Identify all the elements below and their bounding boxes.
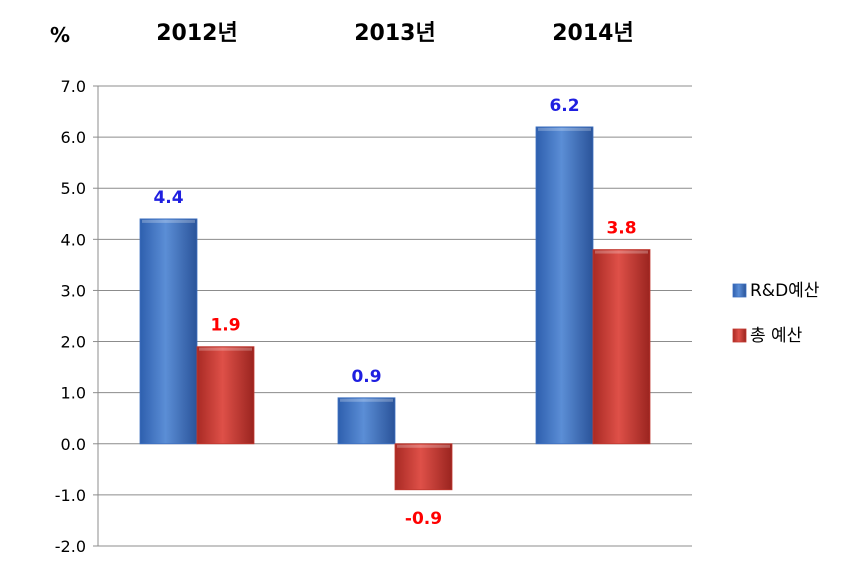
bars — [139, 126, 651, 491]
category-labels: 2012년 2013년 2014년 — [156, 21, 633, 46]
data-label: 3.8 — [606, 219, 636, 239]
data-label: 1.9 — [210, 316, 240, 336]
bar-highlight — [595, 250, 648, 254]
category-label: 2013년 — [354, 21, 435, 46]
y-tick-label: 5.0 — [61, 179, 86, 198]
data-label: 0.9 — [351, 367, 381, 387]
data-label: 4.4 — [153, 188, 183, 208]
y-tick-label: 4.0 — [61, 230, 86, 249]
bar-total-1 — [394, 443, 453, 491]
y-tick-label: 2.0 — [61, 333, 86, 352]
bar-highlight — [142, 219, 195, 223]
bar-total-2 — [592, 249, 651, 445]
bar-highlight — [538, 127, 591, 131]
bar-rnd-0 — [139, 218, 198, 445]
data-label: -0.9 — [405, 509, 442, 529]
legend-label: R&D예산 — [750, 281, 820, 301]
y-tick-label: 3.0 — [61, 281, 86, 300]
bar-highlight — [397, 444, 450, 448]
legend-label: 총 예산 — [750, 326, 803, 346]
bar-rnd-2 — [535, 126, 594, 445]
legend-swatch — [732, 283, 747, 298]
y-axis: 7.0 6.0 5.0 4.0 3.0 2.0 1.0 0.0 -1.0 -2.0 — [55, 77, 99, 556]
unit-label: % — [50, 23, 70, 47]
data-label: 6.2 — [549, 96, 579, 116]
y-tick-label: 0.0 — [61, 435, 86, 454]
y-tick-label: 6.0 — [61, 128, 86, 147]
y-tick-label: 1.0 — [61, 384, 86, 403]
y-tick-label: -2.0 — [55, 537, 86, 556]
bar-total-0 — [196, 346, 255, 445]
bar-highlight — [199, 347, 252, 351]
bar-rnd-1 — [337, 397, 396, 445]
y-tick-label: 7.0 — [61, 77, 86, 96]
category-label: 2012년 — [156, 21, 237, 46]
y-tick-label: -1.0 — [55, 486, 86, 505]
category-label: 2014년 — [552, 21, 633, 46]
legend-swatch — [732, 328, 747, 343]
data-labels: 4.4 1.9 0.9 -0.9 6.2 3.8 — [153, 96, 636, 529]
bar-highlight — [340, 398, 393, 402]
